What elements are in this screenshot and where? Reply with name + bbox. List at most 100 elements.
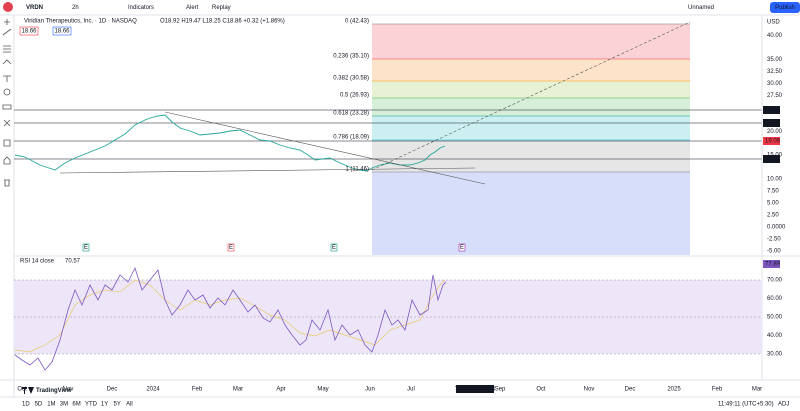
publish[interactable]: Publish	[775, 5, 795, 11]
time-label: Feb	[712, 387, 723, 393]
sell-box[interactable]	[19, 26, 39, 36]
event-marker[interactable]	[227, 243, 235, 252]
event-label[interactable]: E	[460, 245, 464, 251]
range-button[interactable]: 1M	[47, 402, 55, 408]
fib-label: 0 (42.43)	[345, 19, 369, 25]
event-marker[interactable]	[458, 243, 466, 252]
time-cursor-tag	[456, 385, 494, 393]
hide-tool[interactable]	[3, 156, 11, 165]
drawing-tools[interactable]	[2, 19, 12, 187]
publish-button[interactable]	[770, 2, 800, 13]
magnet-tool[interactable]	[3, 119, 11, 127]
time-label: Dec	[625, 387, 636, 393]
time-label: May	[317, 387, 328, 393]
sell-price[interactable]: 18.66	[21, 29, 37, 35]
fib-zone	[372, 24, 690, 59]
rsi-line	[14, 266, 447, 371]
fib-retracement	[372, 23, 690, 255]
price-label: 32.50	[767, 69, 783, 75]
delete-tool[interactable]	[4, 179, 10, 187]
price-label: 40.00	[767, 33, 783, 39]
price-tag-label: 19.09	[765, 139, 781, 145]
price-label: 0.0000	[767, 224, 786, 230]
fib-lines	[372, 23, 690, 173]
time-label: Mar	[233, 387, 243, 393]
price-tag	[763, 119, 780, 127]
range-button[interactable]: 3M	[60, 402, 68, 408]
range-button[interactable]: All	[126, 402, 133, 408]
fib-zone	[372, 140, 690, 172]
fib-label: 0.5 (26.93)	[340, 93, 369, 99]
time-label: Sep	[495, 387, 506, 393]
fib-label: 0.786 (18.09)	[333, 135, 369, 141]
toolbar	[0, 0, 800, 15]
price-label: 35.00	[767, 57, 783, 63]
price-tag	[763, 137, 780, 145]
ohlc: O18.92 H19.47 L18.25 C18.86 +0.32 (+1.86…	[160, 19, 285, 25]
price-label: 27.50	[767, 93, 783, 99]
measure-tool[interactable]	[3, 88, 11, 96]
cursor-tool[interactable]	[4, 19, 10, 25]
range-button[interactable]: 6M	[72, 402, 80, 408]
trendline-tool[interactable]	[2, 28, 12, 36]
time-label: Feb	[192, 387, 203, 393]
brand-logo	[22, 387, 34, 394]
event-label[interactable]: E	[229, 245, 233, 251]
fib-label: 0.382 (30.58)	[333, 76, 369, 82]
price-label: 10.00	[767, 177, 783, 183]
range-button[interactable]: 1D	[22, 402, 30, 408]
replay[interactable]: Replay	[212, 5, 231, 11]
trend-line[interactable]	[164, 111, 486, 185]
alert[interactable]: Alert	[186, 5, 199, 11]
time-label: 2024	[146, 387, 160, 393]
buy-price[interactable]: 18.66	[54, 29, 70, 35]
lock-tool[interactable]	[3, 139, 11, 147]
price-label: 7.50	[767, 189, 779, 195]
symbol[interactable]: VRDN	[26, 5, 43, 11]
time-label: Nov	[584, 387, 595, 393]
price-label: -2.50	[767, 236, 781, 242]
range-button[interactable]: 1Y	[101, 402, 108, 408]
rsi-tag-label: 77.89	[765, 262, 781, 268]
range-button[interactable]: 5Y	[114, 402, 121, 408]
buy-box[interactable]	[52, 26, 72, 36]
avatar[interactable]	[3, 2, 13, 12]
price-tag	[763, 106, 780, 114]
currency: USD	[767, 20, 780, 26]
brand: TradingView	[36, 388, 72, 394]
rsi-value: 70.57	[65, 259, 81, 265]
trend-line[interactable]	[59, 167, 476, 174]
fib-zone	[372, 81, 690, 98]
pattern-tool[interactable]	[2, 59, 12, 65]
adj[interactable]: ADJ	[778, 402, 789, 408]
fib-zone	[372, 59, 690, 81]
price-tag-label: 26.18	[765, 108, 781, 114]
layout-name[interactable]: Unnamed	[688, 5, 714, 11]
rsi-axis-label: 70.00	[767, 278, 783, 284]
rsi-tag	[763, 260, 780, 268]
zoom-tool[interactable]	[2, 104, 12, 110]
time-label: Jun	[365, 387, 375, 393]
interval[interactable]: 2h	[72, 5, 79, 11]
range-button[interactable]: YTD	[85, 402, 98, 408]
price-label: 20.00	[767, 129, 783, 135]
projection-line[interactable]	[371, 21, 691, 171]
event-label[interactable]: E	[332, 245, 336, 251]
rsi-axis-label: 50.00	[767, 315, 783, 321]
price-line	[14, 114, 446, 172]
event-label[interactable]: E	[84, 245, 88, 251]
text-tool[interactable]	[3, 75, 11, 82]
price-tag-label: 23.49	[765, 121, 781, 127]
price-tag-label: 13.96	[765, 157, 781, 163]
time-label: Mar	[752, 387, 762, 393]
rsi-title: RSI 14 close	[20, 259, 55, 265]
event-marker[interactable]	[330, 243, 338, 252]
rsi-axis-label: 40.00	[767, 333, 783, 339]
range-button[interactable]: 5D	[35, 402, 43, 408]
fib-zone	[372, 98, 690, 116]
indicators[interactable]: Indicators	[128, 5, 154, 11]
fib-tool[interactable]	[3, 45, 11, 53]
event-marker[interactable]	[82, 243, 90, 252]
fib-label: 0.618 (23.28)	[333, 111, 369, 117]
